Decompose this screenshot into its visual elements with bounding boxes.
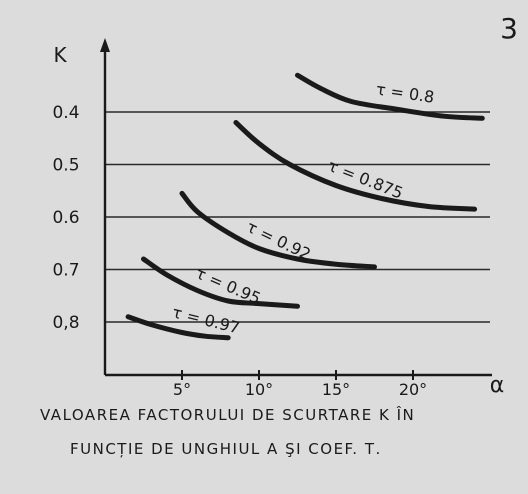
curves <box>125 72 485 341</box>
series-line <box>295 72 485 121</box>
y-axis-label: K <box>53 43 67 67</box>
series-line <box>141 256 300 309</box>
series-label: τ = 0.8 <box>375 80 436 107</box>
y-tick-label: 0.5 <box>52 156 79 176</box>
page-number: 3 <box>500 12 518 45</box>
x-tick-label: 5° <box>173 380 191 399</box>
caption-line-2: FUNCȚIE DE UNGHIUL α ŞI COEF. τ. <box>70 440 382 458</box>
y-axis-arrow <box>100 38 110 52</box>
caption-line-1: VALOAREA FACTORULUI DE SCURTARE K ÎN <box>40 406 416 424</box>
series-line <box>179 190 377 270</box>
ticks: 0.4 0.5 0.6 0.7 0,8 5° 10° 15° 20° <box>52 103 427 399</box>
axes: Kα <box>53 38 504 398</box>
x-tick-label: 10° <box>245 380 273 399</box>
series-line <box>233 120 478 212</box>
x-tick-label: 20° <box>399 380 427 399</box>
grid <box>105 111 490 323</box>
x-tick-label: 15° <box>322 380 350 399</box>
y-tick-label: 0.7 <box>52 261 79 281</box>
y-tick-label: 0.6 <box>52 208 79 228</box>
x-axis-label: α <box>490 373 505 398</box>
chart: Kα 0.4 0.5 0.6 0.7 0,8 5° 10° 15° 20° τ = 0.8τ =… <box>52 38 504 399</box>
y-tick-label: 0.4 <box>52 103 79 123</box>
series-line <box>125 314 231 341</box>
y-tick-label: 0,8 <box>52 313 79 333</box>
